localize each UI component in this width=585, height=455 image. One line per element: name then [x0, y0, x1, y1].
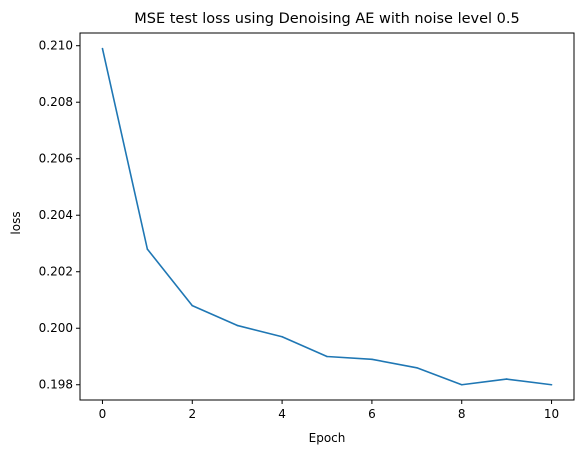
chart-title: MSE test loss using Denoising AE with no…	[134, 11, 519, 27]
data-point	[550, 383, 553, 386]
data-point	[371, 358, 373, 361]
plot-area	[101, 47, 553, 386]
data-point	[236, 324, 238, 327]
y-tick-label: 0.210	[39, 39, 73, 53]
x-axis-label: Epoch	[309, 431, 346, 445]
x-axis: 0 2 4 6 8 10	[99, 400, 559, 421]
y-tick-label: 0.204	[39, 208, 73, 222]
x-tick-label: 8	[458, 407, 466, 421]
data-point	[505, 378, 508, 380]
y-tick-label: 0.198	[39, 378, 73, 392]
data-point	[146, 248, 149, 250]
x-tick-label: 10	[544, 407, 559, 421]
series-line	[101, 48, 552, 386]
x-tick-label: 4	[278, 407, 286, 421]
y-tick-label: 0.202	[39, 265, 73, 279]
x-tick-label: 0	[99, 407, 107, 421]
x-tick-label: 2	[188, 407, 196, 421]
y-tick-label: 0.208	[39, 95, 73, 109]
data-point	[416, 366, 418, 369]
data-point	[101, 47, 104, 50]
y-tick-label: 0.206	[39, 152, 73, 166]
y-axis: 0.198 0.200 0.202 0.204 0.206 0.208 0.210	[39, 39, 80, 392]
axes-frame	[79, 32, 575, 401]
data-point	[281, 335, 283, 338]
data-point	[326, 355, 328, 358]
data-point	[460, 383, 463, 386]
y-tick-label: 0.200	[39, 321, 73, 335]
x-tick-label: 6	[368, 407, 376, 421]
data-point	[191, 304, 194, 307]
y-axis-label: loss	[9, 211, 23, 234]
